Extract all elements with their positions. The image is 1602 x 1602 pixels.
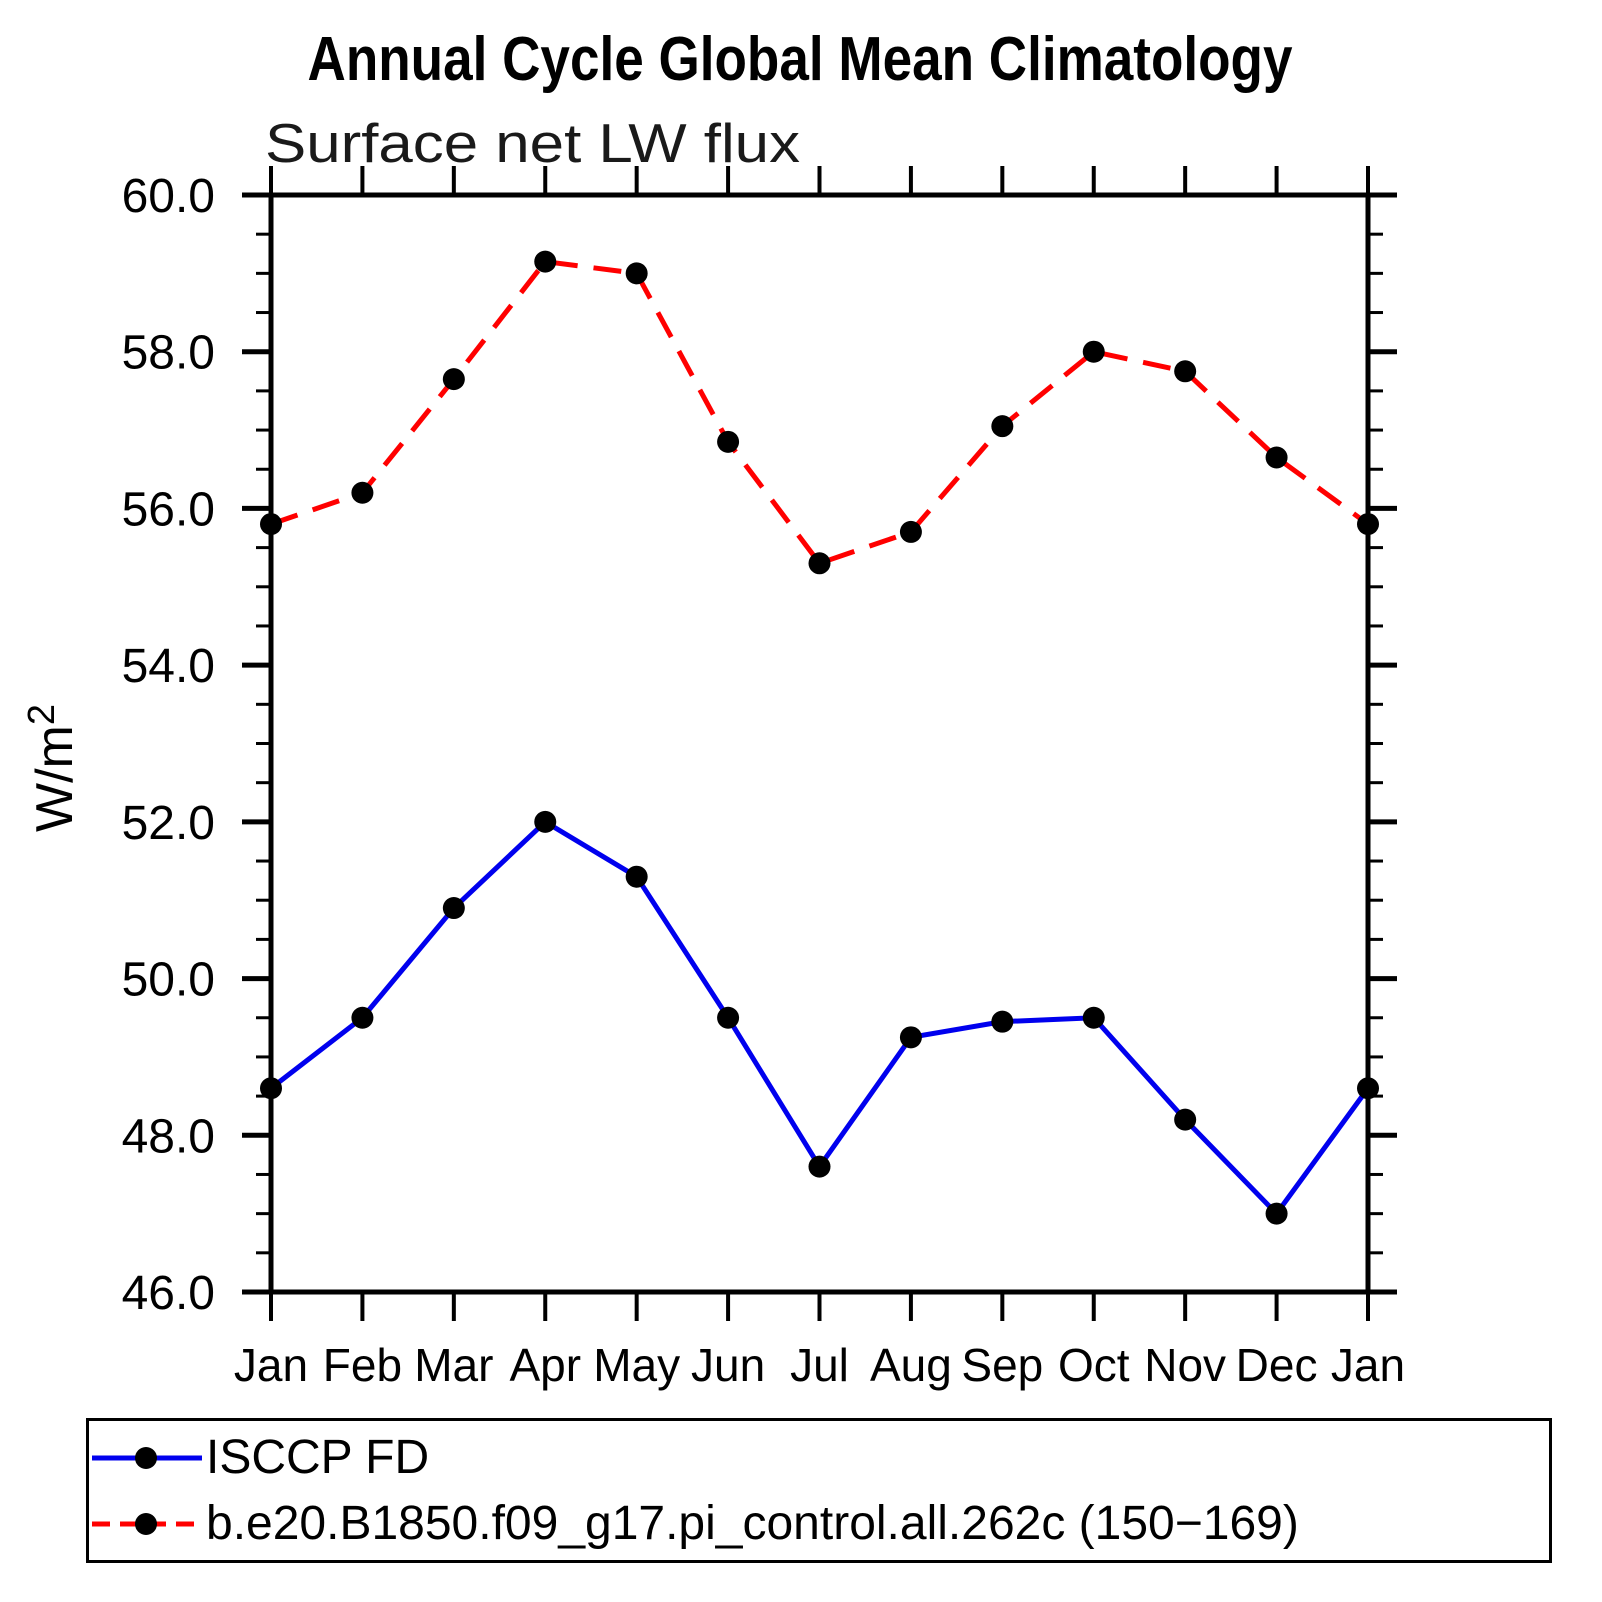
plot-border xyxy=(268,192,1371,1295)
series-0-marker xyxy=(1082,1006,1105,1029)
x-tick-label: Mar xyxy=(414,1339,493,1391)
y-axis-title-superscript: 2 xyxy=(21,704,63,725)
series-0-marker xyxy=(899,1026,922,1049)
x-tick-label: Aug xyxy=(870,1339,952,1391)
x-tick-label: May xyxy=(593,1339,680,1391)
series-0-marker xyxy=(991,1010,1014,1033)
y-tick-label: 48.0 xyxy=(122,1110,215,1163)
x-tick-label: Jan xyxy=(1331,1339,1405,1391)
x-tick-label: Dec xyxy=(1236,1339,1318,1391)
series-1-marker xyxy=(1082,340,1105,363)
legend-swatch-marker-icon xyxy=(135,1513,157,1535)
series-1-marker xyxy=(717,430,740,453)
series-1-marker xyxy=(1174,360,1197,383)
series-line-1 xyxy=(270,258,1370,567)
series-1-marker xyxy=(351,481,374,504)
x-tick-label: Sep xyxy=(961,1339,1043,1391)
series-0-marker xyxy=(1265,1202,1288,1225)
series-1-marker xyxy=(442,368,465,391)
x-tick-label: Jan xyxy=(234,1339,308,1391)
series-1-marker xyxy=(534,250,557,273)
series-1-marker xyxy=(1357,513,1379,536)
series-0-marker xyxy=(1174,1108,1197,1131)
x-tick-label: Jun xyxy=(691,1339,765,1391)
series-1-marker xyxy=(1265,446,1288,469)
x-tick-label: Apr xyxy=(509,1339,581,1391)
series-0-marker xyxy=(808,1155,831,1178)
legend-solid-line-icon xyxy=(92,1447,202,1469)
plot-area: Jan Feb Mar Apr May Jun Jul Aug Sep Oct Nov Dec Jan4… xyxy=(122,166,1405,1391)
y-tick-label: 46.0 xyxy=(122,1267,215,1320)
y-tick-label: 50.0 xyxy=(122,954,215,1007)
series-1-marker xyxy=(808,552,831,575)
series-0-marker xyxy=(1357,1077,1379,1100)
series-0-marker xyxy=(717,1006,740,1029)
series-1-marker xyxy=(991,415,1014,438)
legend-item-isccp-fd: ISCCP FD xyxy=(90,1434,429,1482)
y-tick-label: 56.0 xyxy=(122,483,215,536)
y-axis-title-base: W/m xyxy=(26,725,84,832)
chart-subtitle: Surface net LW flux xyxy=(265,112,800,174)
series-0-marker xyxy=(351,1006,374,1029)
series-1-marker xyxy=(260,513,282,536)
legend-swatch-marker-icon xyxy=(135,1447,157,1469)
series-0-marker xyxy=(442,897,465,920)
series-0-marker xyxy=(625,865,648,888)
series-0-marker xyxy=(534,810,557,833)
x-tick-label: Nov xyxy=(1144,1339,1226,1391)
y-tick-label: 52.0 xyxy=(122,797,215,850)
legend-label-model-run: b.e20.B1850.f09_g17.pi_control.all.262c … xyxy=(206,1497,1299,1550)
series-1-marker xyxy=(899,520,922,543)
x-tick-label: Oct xyxy=(1058,1339,1130,1391)
legend-item-model-run: b.e20.B1850.f09_g17.pi_control.all.262c … xyxy=(90,1500,1299,1548)
x-tick-label: Jul xyxy=(790,1339,849,1391)
series-1-marker xyxy=(625,262,648,285)
legend-label-isccp-fd: ISCCP FD xyxy=(206,1431,430,1484)
y-axis-title: W/m2 xyxy=(21,704,84,832)
y-tick-label: 60.0 xyxy=(122,170,215,223)
series-0-marker xyxy=(260,1077,282,1100)
legend-dashed-line-icon xyxy=(92,1513,202,1535)
legend: ISCCP FD b.e20.B1850.f09_g17.pi_control.… xyxy=(86,1418,1552,1563)
y-tick-label: 54.0 xyxy=(122,640,215,693)
chart-title: Annual Cycle Global Mean Climatology xyxy=(308,25,1293,94)
x-tick-label: Feb xyxy=(323,1339,402,1391)
series-line-0 xyxy=(269,818,1371,1218)
y-tick-label: 58.0 xyxy=(122,327,215,380)
